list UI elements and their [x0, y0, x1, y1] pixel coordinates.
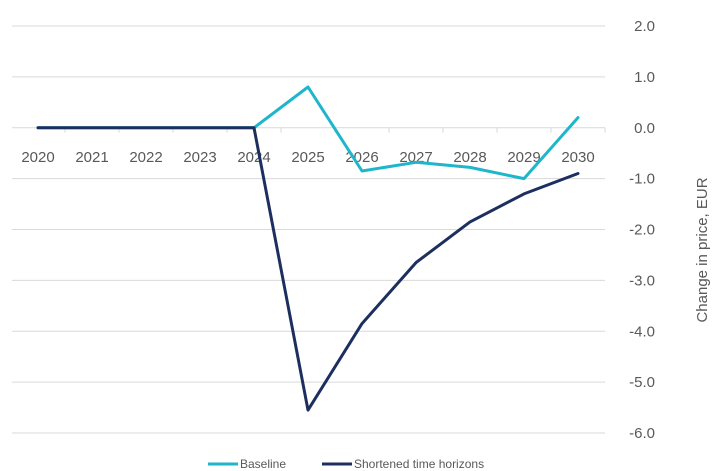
legend-label: Baseline — [240, 457, 286, 471]
x-tick-label: 2030 — [561, 149, 594, 166]
x-tick-label: 2020 — [21, 149, 54, 166]
y-tick-label: -2.0 — [629, 222, 655, 239]
x-axis-ticks: 2020 2021 2022 2023 2024 2025 2026 2027 2028 2029… — [21, 149, 594, 166]
x-tick-label: 2022 — [129, 149, 162, 166]
y-tick-label: 2.0 — [634, 18, 655, 35]
y-tick-label: -6.0 — [629, 425, 655, 442]
y-tick-label: -5.0 — [629, 374, 655, 391]
x-tick-label: 2021 — [75, 149, 108, 166]
x-tick-label: 2026 — [345, 149, 378, 166]
x-tick-label: 2023 — [183, 149, 216, 166]
x-tick-label: 2028 — [453, 149, 486, 166]
y-tick-label: -4.0 — [629, 323, 655, 340]
x-tick-label: 2024 — [237, 149, 270, 166]
y-tick-label: -1.0 — [629, 171, 655, 188]
series-line-shortened-time-horizons — [36, 126, 580, 412]
y-axis-label: Change in price, EUR — [694, 177, 711, 322]
legend-label: Shortened time horizons — [354, 457, 484, 471]
x-tick-label: 2025 — [291, 149, 324, 166]
series-lines — [36, 85, 580, 412]
legend: Baseline Shortened time horizons — [208, 457, 484, 471]
y-tick-label: 1.0 — [634, 69, 655, 86]
x-tick-label: 2029 — [507, 149, 540, 166]
y-tick-label: 0.0 — [634, 120, 655, 137]
x-tick-label: 2027 — [399, 149, 432, 166]
y-axis-ticks: 2.0 1.0 0.0 -1.0 -2.0 -3.0 -4.0 -5.0 -6.0 — [629, 18, 655, 442]
y-tick-label: -3.0 — [629, 272, 655, 289]
